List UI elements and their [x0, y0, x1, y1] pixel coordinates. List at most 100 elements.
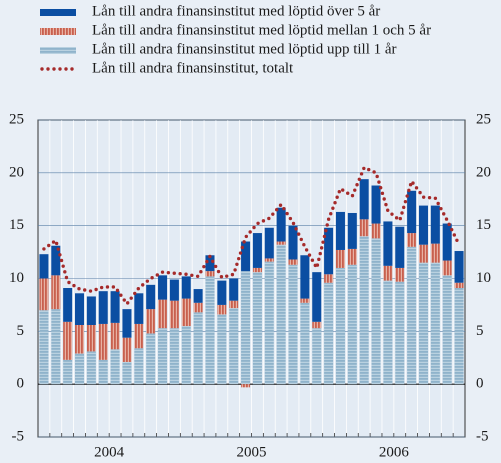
legend-swatch	[40, 47, 76, 54]
legend-label: Lån till andra finansinstitut med löptid…	[92, 3, 380, 19]
bar-segment	[110, 322, 120, 350]
bar-segment	[359, 179, 369, 220]
bar-segment	[146, 284, 156, 310]
bar-segment	[169, 328, 179, 385]
bar-segment	[418, 244, 428, 263]
bar-segment	[229, 308, 239, 385]
bar-segment	[134, 293, 144, 324]
bar-segment	[407, 233, 417, 247]
bar-segment	[359, 236, 369, 385]
bar-segment	[241, 271, 251, 385]
y-tick-label: 5	[17, 323, 25, 339]
bar-segment	[158, 275, 168, 300]
y2-tick-label: 0	[476, 376, 484, 392]
bar-segment	[217, 304, 227, 315]
bar-segment	[347, 248, 357, 265]
bar-segment	[110, 291, 120, 323]
bar-segment	[169, 279, 179, 301]
bar-segment	[418, 262, 428, 385]
bar-segment	[454, 288, 464, 385]
bar-segment	[181, 276, 191, 299]
bar-segment	[39, 278, 49, 311]
bar-segment	[335, 267, 345, 385]
y-tick-label: 25	[9, 111, 24, 127]
bar-segment	[454, 282, 464, 289]
bar-segment	[252, 267, 262, 273]
legend-label: Lån till andra finansinstitut med löptid…	[92, 41, 397, 57]
bar-segment	[86, 324, 96, 352]
bar-segment	[229, 300, 239, 309]
bar-segment	[98, 291, 108, 324]
bar-segment	[383, 280, 393, 385]
total-line	[42, 165, 461, 307]
x-tick-label: 2005	[237, 444, 267, 460]
bar-segment	[75, 353, 85, 385]
bar-segment	[241, 384, 251, 388]
bar-segment	[359, 219, 369, 237]
bar-segment	[276, 244, 286, 385]
bar-segment	[347, 212, 357, 249]
bar-segment	[288, 225, 298, 260]
bar-segment	[430, 243, 440, 263]
y2-tick-label: 5	[476, 323, 484, 339]
bar-segment	[39, 310, 49, 385]
bar-segment	[347, 264, 357, 385]
bar-segment	[407, 190, 417, 234]
bar-segment	[181, 298, 191, 327]
bar-segment	[122, 309, 132, 338]
y2-tick-label: 10	[476, 270, 491, 286]
bar-segment	[193, 312, 203, 385]
bar-segment	[205, 276, 215, 385]
bar-segment	[134, 348, 144, 385]
bar-segment	[146, 309, 156, 334]
bar-segment	[51, 245, 61, 276]
bar-segment	[335, 249, 345, 268]
bar-segment	[418, 205, 428, 245]
x-tick-label: 2004	[94, 444, 125, 460]
y-tick-label: -5	[12, 428, 25, 444]
y-tick-label: 0	[17, 376, 25, 392]
bar-segment	[122, 337, 132, 362]
bar-segment	[86, 296, 96, 325]
y2-tick-label: 20	[476, 164, 491, 180]
bar-segment	[324, 227, 334, 275]
bar-segment	[383, 265, 393, 281]
bar-segment	[63, 359, 73, 385]
bar-segment	[312, 321, 322, 329]
bar-segment	[264, 227, 274, 259]
bar-segment	[252, 272, 262, 385]
bar-segment	[312, 328, 322, 385]
y2-tick-label: 25	[476, 111, 491, 127]
bar-segment	[371, 238, 381, 385]
bar-segment	[407, 246, 417, 385]
bar-segment	[454, 251, 464, 283]
bar-segment	[229, 278, 239, 301]
bar-segment	[442, 275, 452, 385]
bar-segment	[75, 293, 85, 325]
legend-label: Lån till andra finansinstitut, totalt	[92, 60, 294, 76]
legend-swatch	[40, 28, 76, 35]
bar-segment	[217, 314, 227, 385]
legend-swatch	[40, 9, 76, 16]
bar-segment	[122, 361, 132, 385]
bar-segment	[300, 255, 310, 299]
y-tick-label: 20	[9, 164, 24, 180]
bar-segment	[288, 259, 298, 265]
bar-segment	[63, 321, 73, 360]
bar-segment	[193, 289, 203, 303]
bar-segment	[86, 351, 96, 385]
bar-segment	[395, 281, 405, 385]
bar-segment	[63, 288, 73, 322]
bar-segment	[395, 226, 405, 268]
bar-segment	[264, 258, 274, 262]
bar-segment	[312, 272, 322, 322]
bar-segment	[276, 207, 286, 242]
bar-segment	[205, 271, 215, 277]
bar-segment	[264, 261, 274, 385]
bar-segment	[110, 349, 120, 385]
y-tick-label: 10	[9, 270, 24, 286]
bar-segment	[98, 359, 108, 385]
bar-segment	[98, 323, 108, 360]
legend-label: Lån till andra finansinstitut med löptid…	[92, 22, 431, 38]
